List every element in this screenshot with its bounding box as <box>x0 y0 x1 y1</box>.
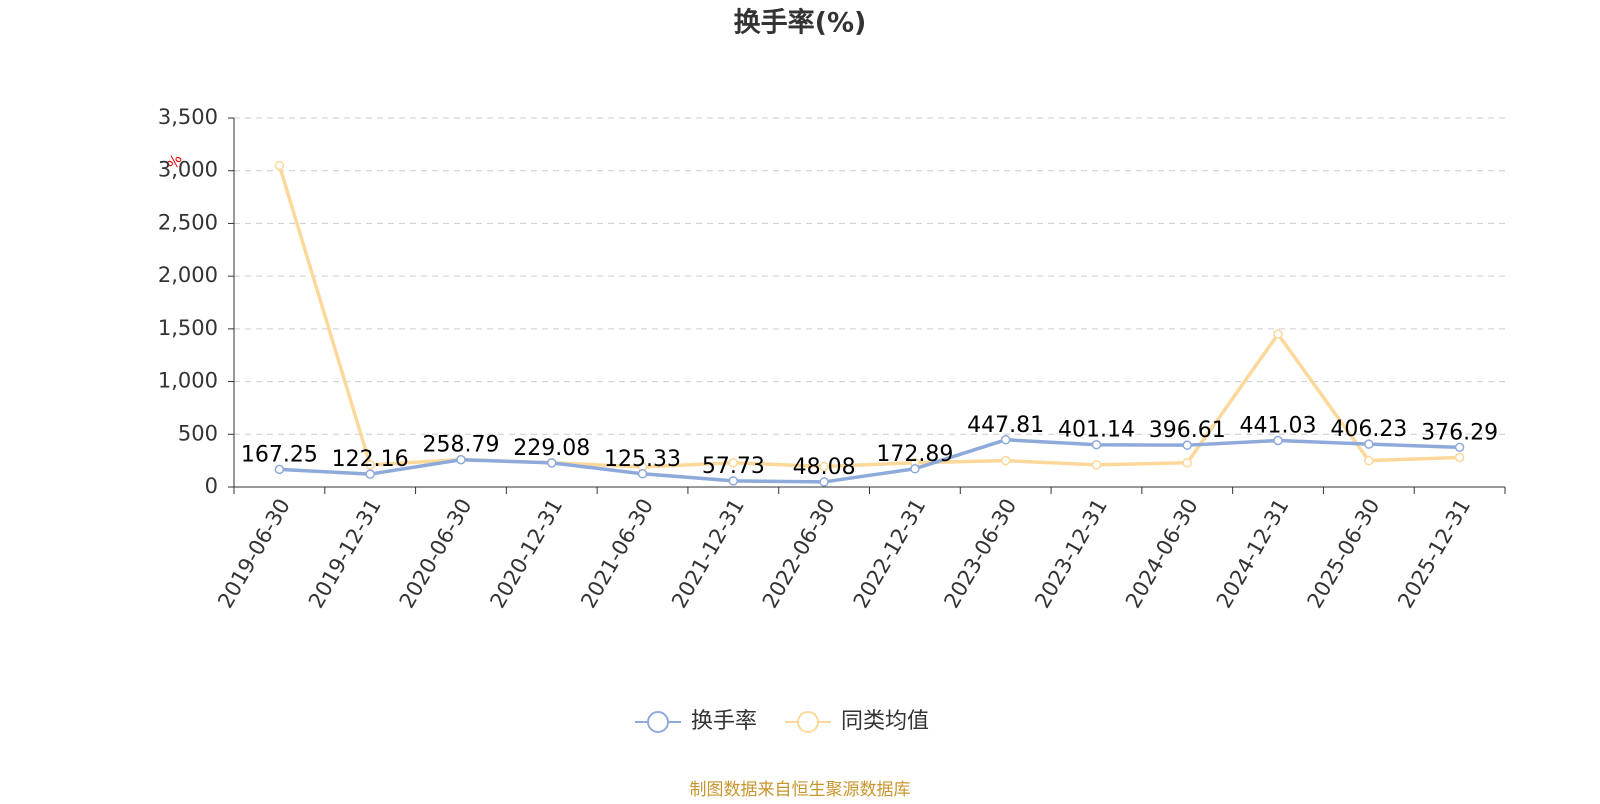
x-tick-label: 2019-12-31 <box>304 495 386 613</box>
data-label: 401.14 <box>1058 418 1135 443</box>
data-point <box>365 460 375 470</box>
x-tick-label: 2022-12-31 <box>849 494 931 612</box>
data-point <box>1182 440 1192 450</box>
data-point <box>456 454 466 465</box>
data-point <box>1273 435 1283 446</box>
legend-icon[interactable] <box>647 711 669 733</box>
data-label: 396.61 <box>1149 418 1226 443</box>
data-label: 406.23 <box>1330 417 1407 442</box>
data-point <box>637 469 648 479</box>
y-tick-label: 2,000 <box>158 263 218 287</box>
x-tick-label: 2025-12-31 <box>1393 495 1475 613</box>
x-tick-label: 2024-06-30 <box>1121 495 1203 613</box>
x-tick-label: 2025-06-30 <box>1303 495 1385 613</box>
data-point <box>1364 439 1374 449</box>
data-label: 57.73 <box>702 454 765 479</box>
y-tick-label: 500 <box>178 421 218 445</box>
source-note: 制图数据来自恒生聚源数据库 <box>690 780 911 800</box>
data-label: 125.33 <box>604 447 681 472</box>
data-label: 441.03 <box>1240 414 1317 439</box>
y-tick-label: 3,500 <box>158 105 218 129</box>
series-line <box>279 438 1460 484</box>
data-point <box>547 458 557 468</box>
data-label: 447.81 <box>967 413 1044 438</box>
data-point <box>1091 439 1102 450</box>
data-point <box>1454 442 1465 453</box>
data-point <box>1091 460 1102 470</box>
x-tick-label: 2019-06-30 <box>213 495 295 613</box>
y-tick-label: 2,500 <box>158 210 218 234</box>
data-point <box>728 476 739 486</box>
chart-title: 换手率(%) <box>734 7 867 39</box>
x-tick-label: 2021-12-31 <box>667 495 749 613</box>
data-point <box>819 461 829 472</box>
legend-label[interactable]: 换手率 <box>691 709 757 734</box>
data-point <box>1182 458 1192 468</box>
x-tick-label: 2023-12-31 <box>1030 495 1112 613</box>
data-point <box>1364 455 1374 466</box>
y-tick-label: 1,000 <box>158 369 218 393</box>
x-tick-label: 2024-12-31 <box>1212 495 1294 613</box>
x-tick-label: 2021-06-30 <box>576 495 658 613</box>
data-point <box>910 464 920 474</box>
y-tick-label: 1,500 <box>158 316 218 340</box>
legend-label[interactable]: 同类均值 <box>841 709 929 734</box>
data-point <box>819 477 829 487</box>
data-label: 122.16 <box>332 447 409 472</box>
y-tick-label: 3,000 <box>158 158 218 182</box>
data-point <box>1454 452 1465 463</box>
data-point <box>274 464 285 475</box>
data-label: 376.29 <box>1421 420 1498 445</box>
data-point <box>1000 435 1011 445</box>
data-label: 48.08 <box>793 455 856 480</box>
x-tick-label: 2022-06-30 <box>758 495 840 613</box>
data-label: 258.79 <box>422 433 499 458</box>
legend-icon[interactable] <box>797 711 819 733</box>
x-tick-label: 2020-06-30 <box>395 495 477 613</box>
y-tick-label: 0 <box>205 474 218 498</box>
x-tick-label: 2023-06-30 <box>939 495 1021 613</box>
data-label: 167.25 <box>241 442 318 467</box>
data-point <box>728 458 739 468</box>
data-label: 172.89 <box>876 442 953 467</box>
data-point <box>274 160 285 171</box>
data-point <box>365 469 375 479</box>
data-point <box>1273 329 1283 339</box>
x-tick-label: 2020-12-31 <box>485 495 567 613</box>
data-label: 229.08 <box>513 436 590 461</box>
data-point <box>1000 455 1011 466</box>
